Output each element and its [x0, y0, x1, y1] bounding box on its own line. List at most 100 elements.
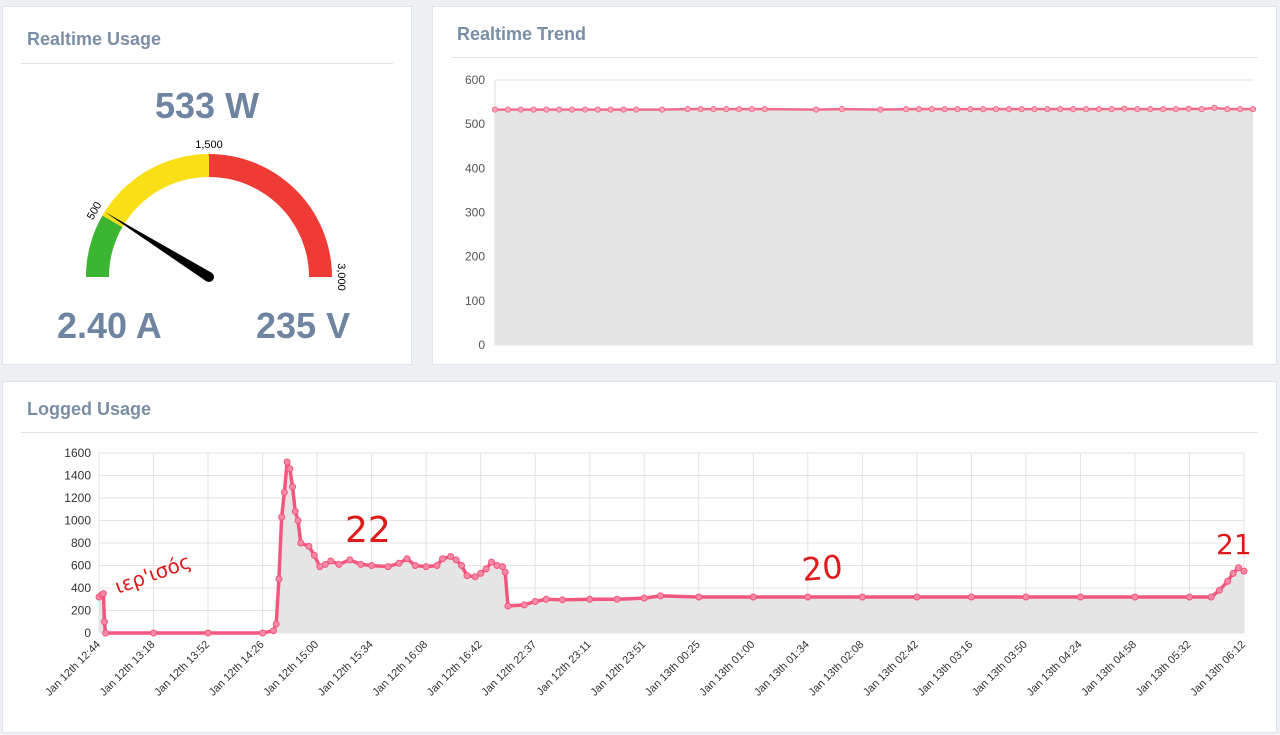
- trend-point: [761, 106, 768, 113]
- logged-point: [357, 560, 365, 568]
- trend-point: [1134, 106, 1141, 113]
- trend-point: [915, 106, 923, 113]
- logged-point: [1229, 569, 1237, 577]
- logged-point: [1224, 577, 1232, 585]
- logged-point: [259, 629, 267, 637]
- trend-point: [697, 106, 704, 113]
- x-tick-label: Jan 13th 04:24: [1025, 639, 1085, 699]
- trend-point: [710, 106, 717, 113]
- trend-point: [568, 106, 576, 113]
- x-tick-label: Jan 13th 02:08: [806, 639, 866, 699]
- y-tick-label: 0: [478, 338, 485, 352]
- trend-point: [594, 106, 601, 113]
- realtime-trend-panel: Realtime Trend 600 500 400 300 200 100 0: [432, 6, 1277, 365]
- logged-point: [482, 565, 490, 573]
- trend-point: [556, 106, 563, 113]
- gauge-tick-label: 1,500: [195, 139, 223, 151]
- logged-point: [1185, 593, 1193, 601]
- realtime-trend-chart: 600 500 400 300 200 100 0: [465, 73, 1257, 352]
- voltage-reading: 235 V: [256, 305, 351, 346]
- logged-point: [439, 555, 446, 563]
- gauge-needle-hub: [204, 272, 214, 282]
- logged-point: [531, 598, 539, 605]
- y-tick-label: 0: [84, 626, 91, 640]
- trend-point: [543, 106, 550, 113]
- x-tick-label: Jan 13th 04:58: [1079, 639, 1139, 699]
- realtime-usage-panel: Realtime Usage 533 W 2.40 A 235 V 500 1,5…: [2, 6, 412, 365]
- x-tick-label: Jan 12th 23:51: [588, 639, 648, 699]
- gauge-band-0: [86, 215, 123, 277]
- trend-point: [736, 106, 743, 113]
- logged-point: [586, 595, 594, 603]
- x-tick-label: Jan 13th 05:32: [1134, 639, 1194, 699]
- trend-area: [495, 107, 1253, 345]
- logged-point: [498, 563, 506, 571]
- trend-point: [1147, 106, 1154, 113]
- logged-area: [99, 462, 1244, 633]
- trend-point: [941, 106, 948, 113]
- logged-point: [272, 620, 280, 628]
- trend-point: [1070, 106, 1077, 113]
- gauge-needle: [104, 211, 212, 282]
- trend-point: [1005, 106, 1012, 113]
- logged-usage-panel: Logged Usage 1600 1400 1200 1000 800 600 400 20…: [2, 381, 1277, 733]
- x-tick-label: Jan 13th 01:34: [752, 639, 812, 699]
- trend-point: [1249, 106, 1257, 113]
- y-tick-label: 400: [71, 581, 91, 595]
- logged-point: [384, 563, 392, 571]
- y-tick-label: 200: [71, 604, 91, 618]
- x-tick-label: Jan 12th 22:37: [479, 639, 539, 699]
- logged-point: [321, 560, 329, 568]
- handwritten-annotation: ιερ'ισός: [112, 549, 195, 599]
- trend-point: [1082, 106, 1090, 113]
- logged-point: [411, 562, 419, 569]
- realtime-usage-title: Realtime Usage: [27, 29, 162, 49]
- logged-point: [286, 465, 294, 473]
- logged-point: [368, 562, 376, 569]
- logged-point: [657, 592, 665, 600]
- logged-point: [558, 596, 566, 604]
- logged-point: [275, 575, 283, 583]
- trend-point: [1108, 106, 1115, 113]
- logged-point: [99, 590, 107, 598]
- logged-point: [1207, 593, 1215, 601]
- logged-point: [542, 595, 550, 603]
- x-tick-label: Jan 12th 15:00: [261, 639, 321, 699]
- trend-point: [658, 106, 666, 113]
- logged-point: [749, 593, 757, 601]
- x-tick-label: Jan 13th 03:50: [970, 639, 1030, 699]
- trend-point: [1172, 106, 1180, 113]
- logged-point: [289, 483, 297, 491]
- trend-point: [813, 106, 820, 113]
- x-tick-label: Jan 13th 03:16: [916, 639, 976, 699]
- trend-point: [620, 106, 627, 113]
- trend-point: [633, 106, 640, 113]
- x-tick-label: Jan 12th 16:42: [425, 639, 485, 699]
- logged-point: [520, 601, 528, 609]
- trend-point: [504, 106, 511, 113]
- logged-usage-title: Logged Usage: [27, 399, 152, 419]
- x-tick-label: Jan 12th 13:52: [152, 639, 212, 699]
- logged-point: [403, 555, 411, 563]
- trend-point: [684, 106, 691, 113]
- gauge-band-2: [209, 154, 332, 277]
- trend-point: [1185, 105, 1192, 112]
- logged-point: [280, 488, 288, 496]
- x-tick-label: Jan 12th 12:44: [43, 639, 103, 699]
- trend-point: [1044, 106, 1051, 113]
- y-tick-label: 500: [465, 117, 485, 131]
- logged-point: [395, 559, 403, 567]
- logged-point: [640, 594, 648, 602]
- logged-point: [1235, 564, 1243, 572]
- y-tick-label: 1600: [64, 446, 91, 460]
- trend-point: [954, 106, 961, 113]
- logged-point: [463, 572, 471, 580]
- logged-point: [204, 629, 212, 637]
- trend-point: [1159, 106, 1167, 113]
- logged-point: [305, 542, 313, 550]
- panel-divider: [21, 63, 393, 64]
- power-reading: 533 W: [155, 85, 260, 126]
- x-tick-label: Jan 13th 02:42: [861, 639, 921, 699]
- logged-point: [613, 595, 621, 603]
- trend-point: [517, 106, 524, 113]
